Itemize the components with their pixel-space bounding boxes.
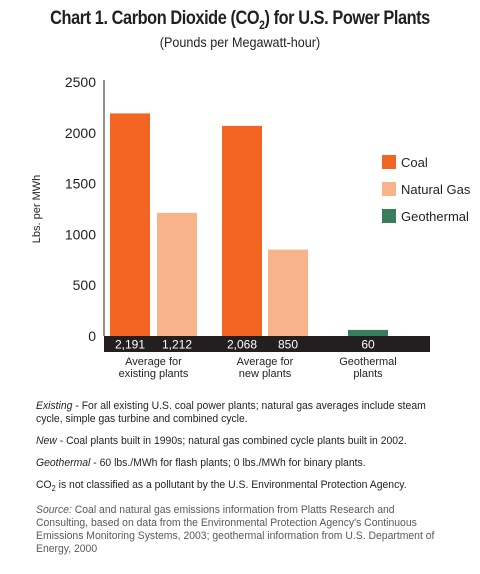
legend-label: Geothermal xyxy=(401,209,469,224)
x-category-label: plants xyxy=(353,368,383,380)
bar-chart: 2500 2000 1500 1000 500 0 Lbs. per MWh 2,191 1,2… xyxy=(31,74,471,380)
note-geothermal: Geothermal - 60 lbs./MWh for flash plant… xyxy=(36,457,438,470)
note-geo-text: - 60 lbs./MWh for flash plants; 0 lbs./M… xyxy=(90,457,366,469)
note-source: Source: Coal and natural gas emissions i… xyxy=(36,504,438,556)
bar-value-label: 2,068 xyxy=(227,338,257,352)
bar-coal xyxy=(222,125,262,336)
bar-coal xyxy=(110,113,150,336)
y-tick-label: 2500 xyxy=(65,74,96,90)
title-text-end: ) for U.S. Power Plants xyxy=(264,8,430,29)
y-tick-label: 2000 xyxy=(65,125,96,141)
note-new-text: - Coal plants built in 1990s; natural ga… xyxy=(56,435,407,447)
y-tick-label: 500 xyxy=(73,277,97,293)
note-existing: Existing - For all existing U.S. coal po… xyxy=(36,400,438,426)
y-axis-label: Lbs. per MWh xyxy=(31,175,43,243)
chart-header: Chart 1. Carbon Dioxide (CO2) for U.S. P… xyxy=(0,8,480,50)
data-label-band xyxy=(104,336,430,352)
bar-value-label: 1,212 xyxy=(162,338,192,352)
legend-label: Natural Gas xyxy=(401,182,471,197)
title-text: Chart 1. Carbon Dioxide (CO xyxy=(50,8,260,29)
bar-natural-gas xyxy=(157,212,197,336)
note-existing-text: - For all existing U.S. coal power plant… xyxy=(36,400,426,425)
bar-value-label: 850 xyxy=(278,338,298,352)
note-co2: CO2 is not classified as a pollutant by … xyxy=(36,479,438,495)
legend-swatch xyxy=(382,182,396,196)
note-existing-term: Existing xyxy=(36,400,73,412)
note-geo-term: Geothermal xyxy=(36,457,91,469)
x-category-label: existing plants xyxy=(119,368,189,380)
note-source-text: Coal and natural gas emissions informati… xyxy=(36,504,435,556)
legend-swatch xyxy=(382,209,396,223)
bar-geothermal xyxy=(348,329,388,336)
legend-swatch xyxy=(382,155,396,169)
legend-label: Coal xyxy=(401,155,428,170)
chart-subtitle: (Pounds per Megawatt-hour) xyxy=(159,33,321,50)
x-category-label: Geothermal xyxy=(339,356,396,368)
note-source-term: Source: xyxy=(36,504,72,517)
y-tick-label: 0 xyxy=(88,328,96,344)
bar-natural-gas xyxy=(268,249,308,336)
x-category-label: new plants xyxy=(239,368,292,380)
chart-title: Chart 1. Carbon Dioxide (CO2) for U.S. P… xyxy=(34,8,447,32)
bar-value-label: 2,191 xyxy=(115,338,145,352)
note-new-term: New xyxy=(36,435,57,447)
note-new: New - Coal plants built in 1990s; natura… xyxy=(36,435,438,448)
bar-value-label: 60 xyxy=(361,338,375,352)
note-co2-sub: 2 xyxy=(51,484,56,494)
y-tick-label: 1500 xyxy=(65,176,96,192)
note-co2-text: is not classified as a pollutant by the … xyxy=(55,479,407,491)
note-co2-main: CO xyxy=(36,479,52,491)
title-subscript: 2 xyxy=(259,17,265,32)
chart-notes: Existing - For all existing U.S. coal po… xyxy=(36,400,438,565)
y-tick-label: 1000 xyxy=(65,226,96,242)
x-category-label: Average for xyxy=(237,356,294,368)
x-category-label: Average for xyxy=(125,356,182,368)
